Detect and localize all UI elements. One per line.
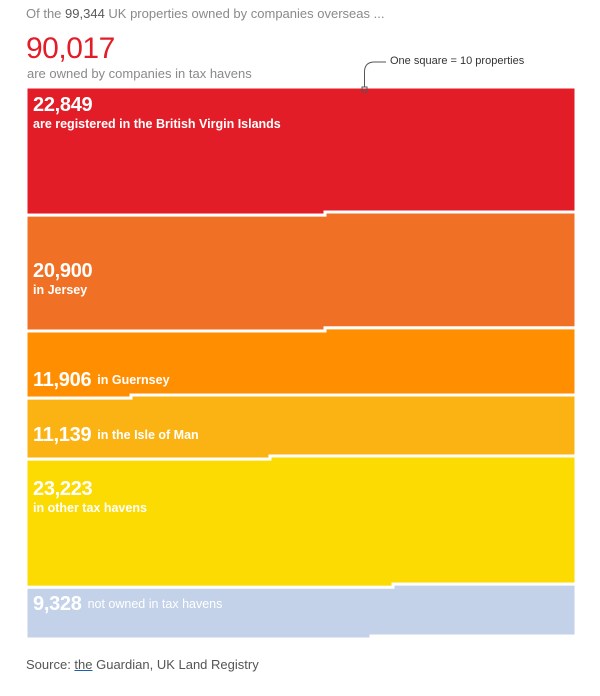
band-value-bvi: 22,849 xyxy=(33,94,93,116)
key-square-icon xyxy=(361,86,368,93)
source-link[interactable]: the xyxy=(74,657,93,672)
band-label-not-havens: 9,328 not owned in tax havens xyxy=(33,593,222,616)
band-text-isle-of-man: in the Isle of Man xyxy=(97,428,199,442)
source-rest: Guardian, UK Land Registry xyxy=(92,657,259,672)
intro-line: Of the 99,344 UK properties owned by com… xyxy=(26,6,384,21)
band-jersey xyxy=(24,210,578,333)
band-not-havens xyxy=(24,582,578,641)
band-text-guernsey: in Guernsey xyxy=(97,373,170,387)
band-text-not-havens: not owned in tax havens xyxy=(87,597,223,611)
key-leader-line xyxy=(364,61,386,87)
source-note: Source: the Guardian, UK Land Registry xyxy=(26,657,259,672)
band-text-jersey: in Jersey xyxy=(33,283,88,297)
source-prefix: Source: xyxy=(26,657,75,672)
band-value-guernsey: 11,906 xyxy=(33,369,92,391)
band-label-isle-of-man: 11,139 in the Isle of Man xyxy=(33,424,199,447)
band-label-bvi: 22,849 are registered in the British Vir… xyxy=(33,94,281,132)
intro-suffix: UK properties owned by companies oversea… xyxy=(104,6,385,21)
intro-prefix: Of the xyxy=(26,6,66,21)
intro-total: 99,344 xyxy=(65,6,105,21)
band-text-other: in other tax havens xyxy=(33,501,147,515)
band-text-bvi: are registered in the British Virgin Isl… xyxy=(33,117,281,131)
band-value-isle-of-man: 11,139 xyxy=(33,424,92,446)
band-value-jersey: 20,900 xyxy=(33,260,93,282)
band-label-guernsey: 11,906 in Guernsey xyxy=(33,369,170,392)
band-other xyxy=(24,454,578,589)
band-value-other: 23,223 xyxy=(33,478,93,500)
key-note: One square = 10 properties xyxy=(390,55,525,67)
headline-text: are owned by companies in tax havens xyxy=(27,66,252,81)
band-label-jersey: 20,900 in Jersey xyxy=(33,260,93,298)
band-label-other: 23,223 in other tax havens xyxy=(33,478,147,516)
headline-value: 90,017 xyxy=(26,32,115,65)
band-value-not-havens: 9,328 xyxy=(33,593,82,615)
